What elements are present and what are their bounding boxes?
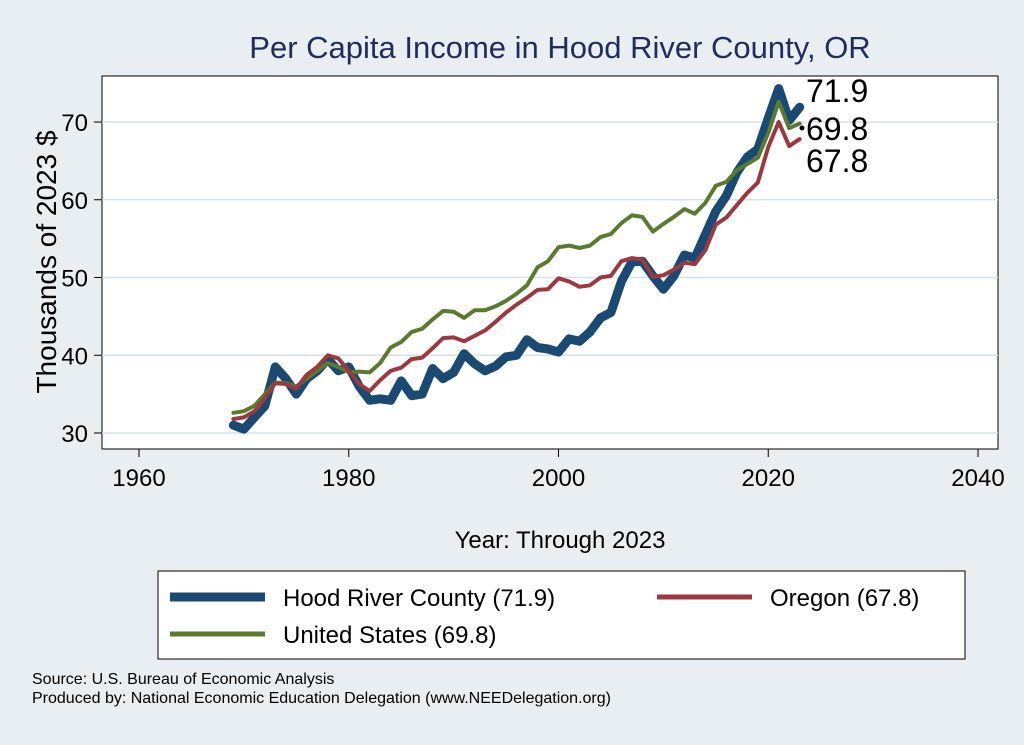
producer-note: Produced by: National Economic Education… (32, 690, 611, 707)
legend-label: United States (69.8) (283, 622, 496, 649)
legend-box (157, 570, 966, 660)
legend: Hood River County (71.9) Oregon (67.8) Uni… (170, 585, 919, 649)
y-tick-label: 30 (61, 421, 88, 448)
end-label: 71.9 (806, 73, 868, 109)
end-label-marker (799, 125, 805, 131)
x-tick-label: 2020 (742, 465, 795, 492)
end-label: 67.8 (806, 143, 868, 179)
chart-title: Per Capita Income in Hood River County, … (249, 30, 870, 65)
y-tick-label: 50 (61, 266, 88, 293)
legend-label: Hood River County (71.9) (283, 585, 555, 612)
axes: 30 40 50 60 70 1960 1980 2000 2020 2040 (61, 110, 1004, 492)
x-tick-label: 1980 (322, 465, 375, 492)
series-lines (228, 84, 805, 434)
y-tick-label: 60 (61, 188, 88, 215)
series-line-united-states (231, 99, 802, 415)
plot-area (101, 75, 999, 450)
y-tick-label: 40 (61, 343, 88, 370)
end-label: 69.8 (806, 111, 868, 147)
x-axis-label: Year: Through 2023 (455, 527, 666, 554)
series-line-oregon (231, 120, 802, 421)
x-tick-label: 2000 (532, 465, 585, 492)
legend-label: Oregon (67.8) (770, 585, 919, 612)
y-tick-label: 70 (61, 110, 88, 137)
series-line-hood-river-county (228, 84, 805, 434)
grid-lines (102, 121, 998, 434)
end-labels: 71.969.867.8 (799, 73, 868, 179)
x-tick-label: 1960 (112, 465, 165, 492)
y-axis-label: Thousands of 2023 $ (31, 130, 62, 394)
x-tick-label: 2040 (951, 465, 1004, 492)
source-note: Source: U.S. Bureau of Economic Analysis (32, 671, 335, 688)
